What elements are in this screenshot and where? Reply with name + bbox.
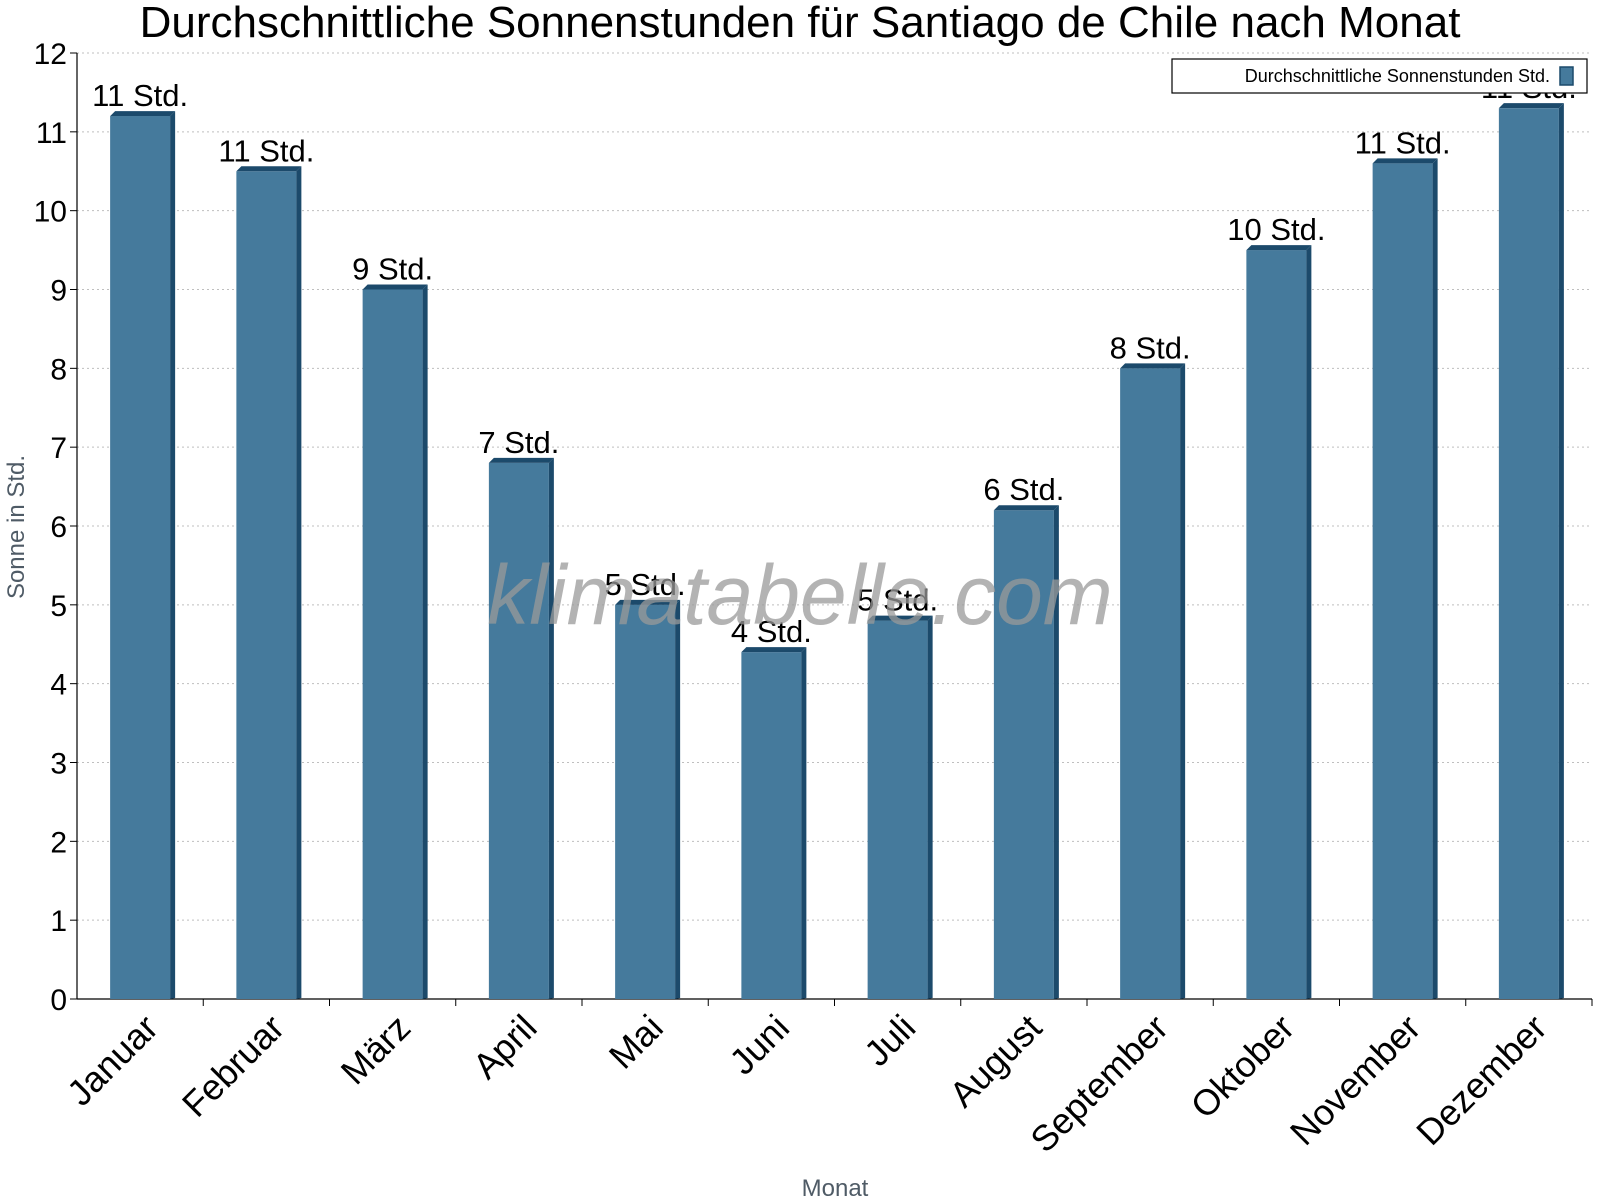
bar-februar xyxy=(236,166,302,999)
data-label: 7 Std. xyxy=(478,425,559,460)
bar-side xyxy=(1306,245,1312,1000)
bar-side xyxy=(1180,363,1186,999)
bar-top xyxy=(1246,245,1312,251)
bar-side xyxy=(1558,103,1564,999)
bar-november xyxy=(1372,158,1438,999)
bar-side xyxy=(422,284,428,999)
bar-märz xyxy=(362,284,428,999)
grid-lines xyxy=(77,52,1592,921)
bar-top xyxy=(362,284,428,290)
data-label: 10 Std. xyxy=(1227,212,1325,247)
bar-front xyxy=(1246,250,1307,1000)
bar-front xyxy=(1372,163,1433,999)
x-tick-label: Mai xyxy=(601,1007,671,1077)
bar-side xyxy=(170,111,176,1000)
y-tick-label: 3 xyxy=(50,748,67,781)
bar-front xyxy=(615,604,676,999)
bar-oktober xyxy=(1246,245,1312,1000)
x-tick-label: Juli xyxy=(856,1007,923,1074)
bar-april xyxy=(488,457,554,999)
y-tick-label: 0 xyxy=(50,984,67,1017)
bar-front xyxy=(1120,368,1181,999)
bar-top xyxy=(236,166,302,172)
bar-top xyxy=(1372,158,1438,164)
bar-front xyxy=(1498,108,1559,999)
y-tick-label: 7 xyxy=(50,432,67,465)
bar-juli xyxy=(867,615,933,999)
x-tick-label: November xyxy=(1282,1007,1428,1153)
y-tick-label: 10 xyxy=(34,196,67,229)
bar-top xyxy=(488,457,554,463)
data-label: 5 Std. xyxy=(605,567,686,602)
legend-swatch xyxy=(1559,66,1574,86)
bar-juni xyxy=(741,647,807,999)
bar-september xyxy=(1120,363,1186,999)
bar-side xyxy=(927,615,933,999)
x-tick-label: Oktober xyxy=(1182,1007,1302,1127)
data-label: 9 Std. xyxy=(352,252,433,287)
bar-januar xyxy=(110,111,176,1000)
y-tick-label: 8 xyxy=(50,353,67,386)
data-label: 8 Std. xyxy=(1110,330,1191,365)
data-label: 11 Std. xyxy=(218,133,314,168)
x-tick-label: Januar xyxy=(59,1007,166,1114)
bar-side xyxy=(1432,158,1438,999)
bar-side xyxy=(548,457,554,999)
bar-front xyxy=(741,652,802,999)
x-axis-title: Monat xyxy=(802,1175,869,1200)
bar-side xyxy=(1053,505,1059,999)
chart-title: Durchschnittliche Sonnenstunden für Sant… xyxy=(140,0,1461,47)
legend: Durchschnittliche Sonnenstunden Std. xyxy=(1171,58,1588,94)
x-tick-label: September xyxy=(1022,1007,1176,1161)
bars xyxy=(110,103,1564,1000)
data-label: 4 Std. xyxy=(731,614,812,649)
y-tick-label: 12 xyxy=(34,38,67,71)
bar-side xyxy=(801,647,807,999)
x-tick-label: Dezember xyxy=(1408,1007,1554,1153)
bar-front xyxy=(362,289,423,999)
x-tick-label: August xyxy=(941,1007,1049,1115)
y-tick-label: 9 xyxy=(50,275,67,308)
x-tick-label: Juni xyxy=(721,1007,797,1083)
bar-front xyxy=(236,171,297,999)
bar-top xyxy=(993,505,1059,511)
legend-entry-label: Durchschnittliche Sonnenstunden Std. xyxy=(1245,66,1550,86)
bar-top xyxy=(867,615,933,621)
data-label: 6 Std. xyxy=(983,472,1064,507)
bar-top xyxy=(1120,363,1186,369)
y-tick-label: 11 xyxy=(36,117,67,150)
data-label: 11 Std. xyxy=(1355,125,1451,160)
x-tick-label: April xyxy=(465,1007,545,1087)
y-tick-label: 1 xyxy=(50,905,67,938)
legend-box xyxy=(1171,58,1588,94)
y-tick-label: 6 xyxy=(50,511,67,544)
bar-front xyxy=(488,462,549,999)
bar-top xyxy=(615,599,681,605)
bar-mai xyxy=(615,599,681,999)
data-label: 11 Std. xyxy=(92,78,188,113)
bar-top xyxy=(1498,103,1564,109)
x-tick-label: Februar xyxy=(174,1007,292,1125)
bar-front xyxy=(110,116,171,1000)
bar-front xyxy=(993,510,1054,999)
bar-dezember xyxy=(1498,103,1564,999)
bar-side xyxy=(675,599,681,999)
x-tick-label: März xyxy=(333,1007,419,1093)
bar-top xyxy=(741,647,807,653)
y-axis-title: Sonne in Std. xyxy=(3,455,30,599)
data-labels: 11 Std. 11 Std. 9 Std. 7 Std. 5 Std. 4 Std. 5 … xyxy=(92,70,1577,649)
data-label: 5 Std. xyxy=(857,583,938,618)
bar-august xyxy=(993,505,1059,999)
y-tick-label: 5 xyxy=(50,590,67,623)
bar-front xyxy=(867,620,928,999)
y-tick-label: 2 xyxy=(50,826,67,859)
bar-side xyxy=(296,166,302,999)
watermark-text: klimatabelle.com xyxy=(487,548,1113,642)
bar-top xyxy=(110,111,176,117)
y-tick-label: 4 xyxy=(50,669,67,702)
